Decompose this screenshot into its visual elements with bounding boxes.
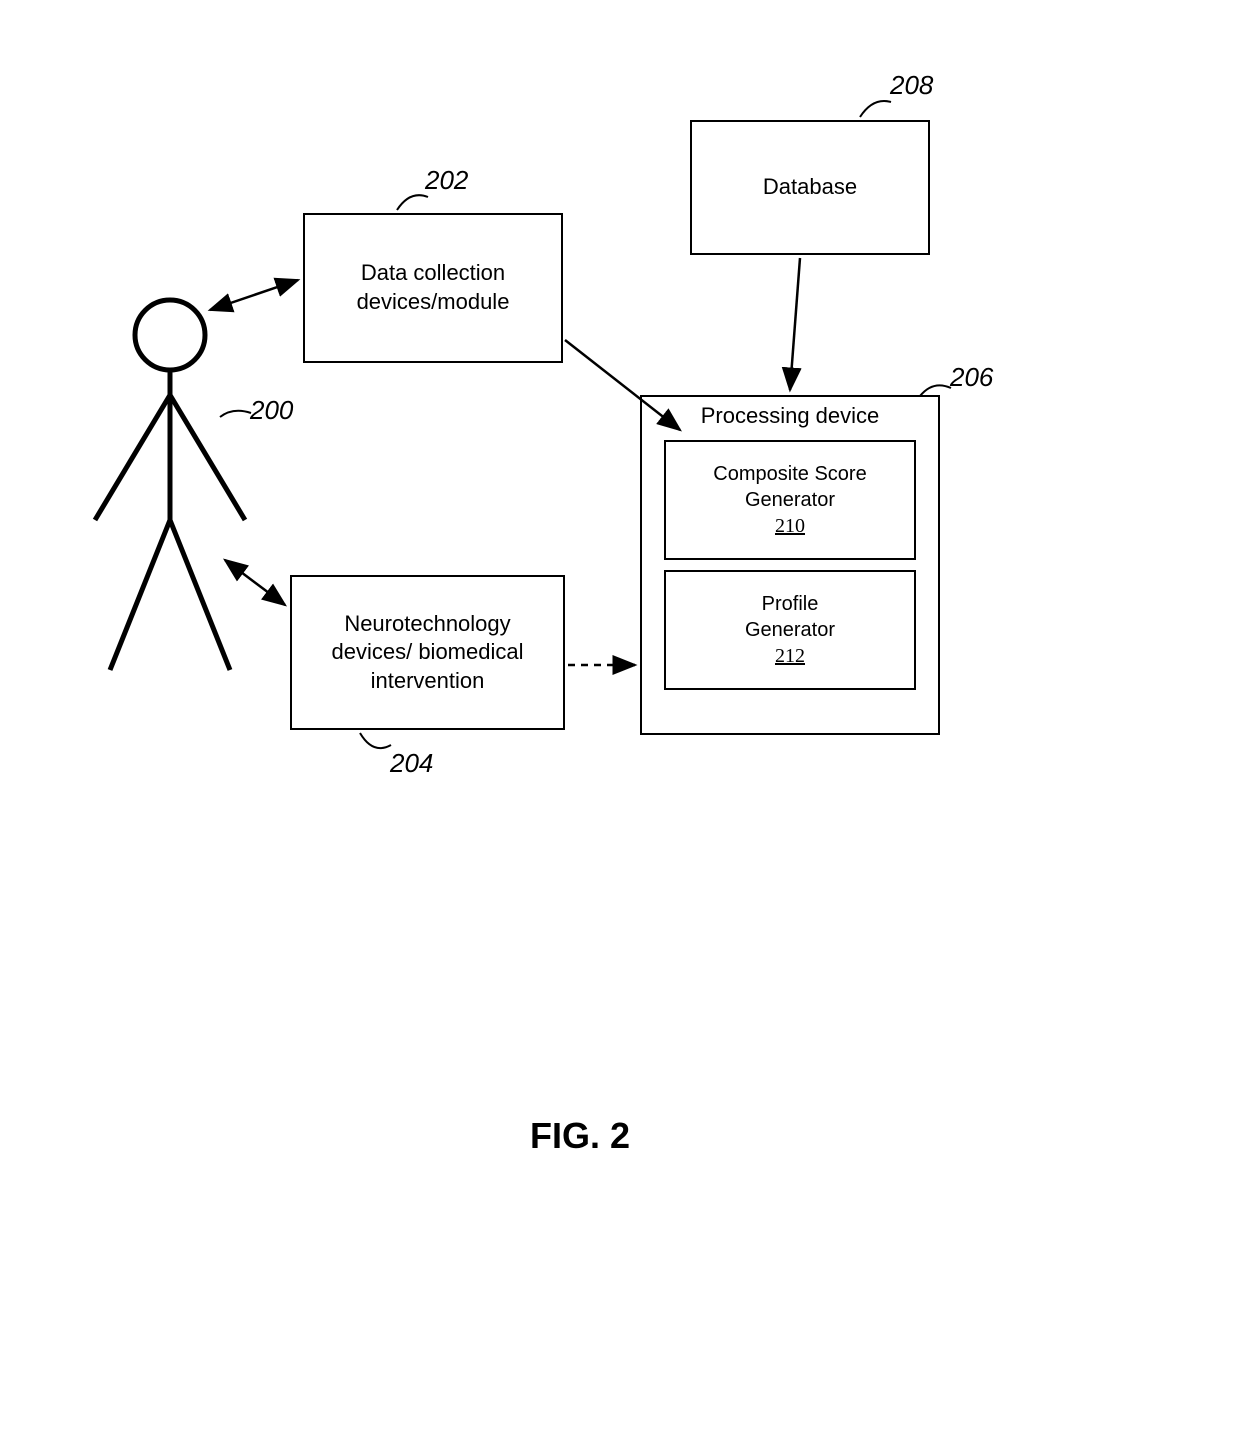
arrows-layer xyxy=(0,0,1240,1435)
person-figure xyxy=(80,290,280,680)
ref-label-208: 208 xyxy=(890,70,933,101)
ref-text: 206 xyxy=(950,362,993,392)
processing-device-box: Processing device Composite Score Genera… xyxy=(640,395,940,735)
composite-score-box: Composite Score Generator 210 xyxy=(664,440,916,560)
ref-tick-200 xyxy=(218,405,253,425)
database-box: Database xyxy=(690,120,930,255)
ref-label-204: 204 xyxy=(390,748,433,779)
figure-caption: FIG. 2 xyxy=(530,1115,630,1157)
ref-tick-208 xyxy=(858,92,893,120)
ref-label-212: 212 xyxy=(775,643,805,669)
data-collection-label: Data collection devices/module xyxy=(357,259,510,316)
ref-tick-202 xyxy=(395,185,430,213)
neurotech-label: Neurotechnology devices/ biomedical inte… xyxy=(332,610,524,696)
ref-label-206: 206 xyxy=(950,362,993,393)
ref-label-200: 200 xyxy=(250,395,293,426)
ref-label-202: 202 xyxy=(425,165,468,196)
edge-database-processing xyxy=(790,258,800,390)
diagram-container: 200 Data collection devices/module 202 D… xyxy=(0,0,1240,1435)
ref-label-210: 210 xyxy=(775,513,805,539)
ref-text: 208 xyxy=(890,70,933,100)
ref-tick-206 xyxy=(918,378,953,400)
profile-generator-box: Profile Generator 212 xyxy=(664,570,916,690)
ref-tick-204 xyxy=(358,730,393,758)
processing-heading: Processing device xyxy=(701,397,880,435)
database-label: Database xyxy=(763,173,857,202)
data-collection-box: Data collection devices/module xyxy=(303,213,563,363)
ref-text: 204 xyxy=(390,748,433,778)
neurotech-box: Neurotechnology devices/ biomedical inte… xyxy=(290,575,565,730)
ref-text: 200 xyxy=(250,395,293,425)
ref-text: 202 xyxy=(425,165,468,195)
